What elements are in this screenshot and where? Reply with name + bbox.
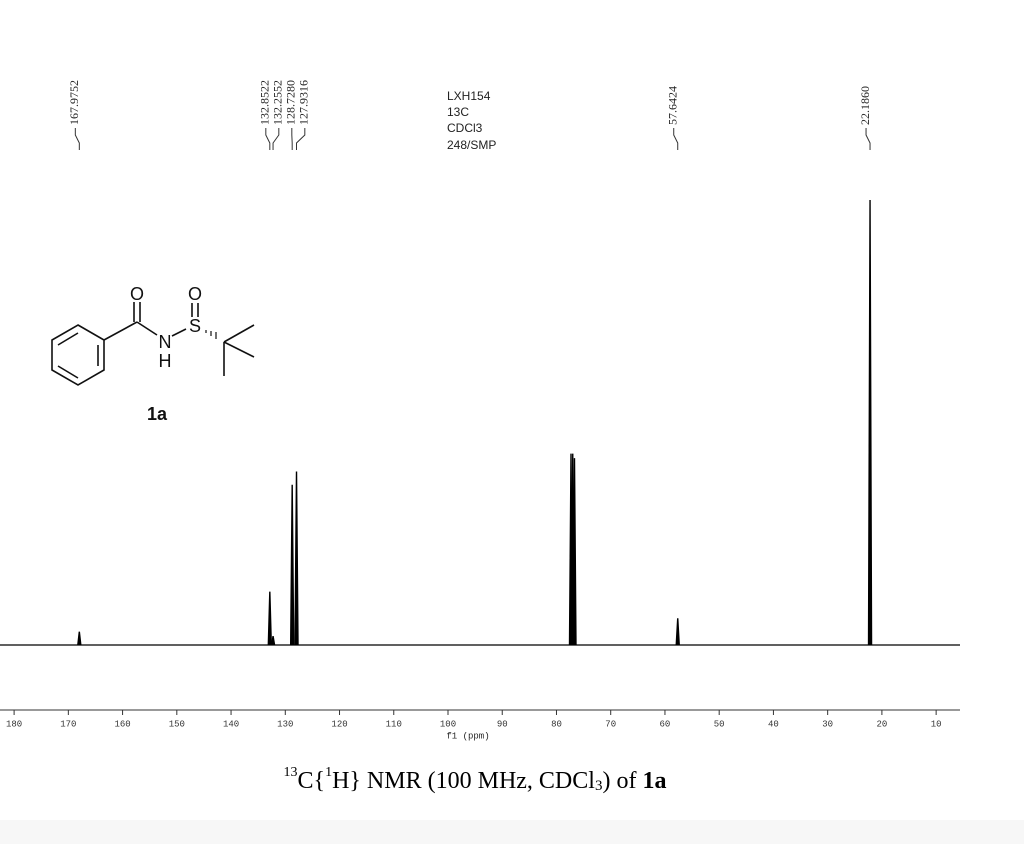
- x-tick-label: 180: [6, 719, 22, 729]
- peak-label: 132.2552: [271, 80, 285, 125]
- annotation: LXH154: [447, 89, 491, 103]
- bond: [171, 328, 187, 337]
- benzene-ring: [51, 324, 105, 386]
- caption: 13C{1H} NMR (100 MHz, CDCl3) of 1a: [284, 765, 667, 794]
- x-tick-label: 50: [714, 719, 725, 729]
- x-tick-label: 110: [386, 719, 402, 729]
- atom-label: O: [188, 284, 202, 304]
- x-tick-label: 130: [277, 719, 293, 729]
- bond: [136, 321, 158, 336]
- peak: [270, 635, 276, 646]
- annotations: LXH154 13C CDCl3 248/SMP: [447, 89, 496, 152]
- peak: [267, 591, 273, 646]
- annotation: CDCl3: [447, 121, 483, 135]
- bond: [103, 321, 138, 341]
- caption-part: C{: [298, 768, 326, 794]
- caption-part: 3: [595, 778, 603, 794]
- x-axis-label: f1 (ppm): [446, 731, 489, 741]
- x-tick-label: 70: [605, 719, 616, 729]
- x-tick-label: 40: [768, 719, 779, 729]
- x-tick-label: 80: [551, 719, 562, 729]
- peak-label: 127.9316: [297, 80, 311, 125]
- x-tick-label: 10: [931, 719, 942, 729]
- x-tick-label: 120: [331, 719, 347, 729]
- atom-labels: O O S N H 1a: [130, 284, 202, 424]
- peak: [77, 631, 82, 646]
- bond: [223, 324, 255, 343]
- peak: [572, 458, 577, 646]
- atom-label: O: [130, 284, 144, 304]
- x-tick-label: 170: [60, 719, 76, 729]
- bond: [57, 332, 79, 346]
- peak: [675, 618, 680, 646]
- peak-label: 128.7280: [284, 80, 298, 125]
- x-tick-label: 90: [497, 719, 508, 729]
- peak: [289, 484, 295, 646]
- atom-label: S: [189, 316, 201, 336]
- compound-label: 1a: [147, 404, 168, 424]
- peak: [867, 199, 873, 646]
- bond: [223, 341, 255, 358]
- caption-part: ) of: [602, 768, 642, 794]
- bond: [57, 365, 79, 379]
- peak-label: 132.8522: [258, 80, 272, 125]
- atom-label: N: [159, 332, 172, 352]
- molecule: [51, 302, 255, 386]
- caption-part: H} NMR (100 MHz, CDCl: [332, 768, 595, 794]
- atom-label: H: [159, 351, 172, 371]
- x-tick-label: 150: [169, 719, 185, 729]
- peak-label: 22.1860: [858, 86, 872, 125]
- x-tick-label: 140: [223, 719, 239, 729]
- annotation: 13C: [447, 105, 469, 119]
- x-tick-label: 160: [114, 719, 130, 729]
- x-tick-label: 20: [876, 719, 887, 729]
- caption-part: 1a: [642, 768, 666, 794]
- label-connector: [673, 128, 679, 150]
- label-connector: [265, 128, 271, 150]
- label-connector: [74, 128, 80, 150]
- annotation: 248/SMP: [447, 138, 496, 152]
- x-tick-label: 30: [822, 719, 833, 729]
- footer-strip: [0, 820, 1024, 844]
- peak-label: 57.6424: [665, 86, 679, 125]
- x-tick-label: 60: [660, 719, 671, 729]
- label-connector: [296, 128, 306, 150]
- x-tick-label: 100: [440, 719, 456, 729]
- peak-label: 167.9752: [67, 80, 81, 125]
- peak: [294, 471, 299, 646]
- label-connector: [865, 128, 871, 150]
- hash-bond: [205, 330, 217, 339]
- label-connector: [272, 128, 280, 150]
- caption-part: 1: [325, 765, 332, 780]
- caption-part: 13: [284, 765, 298, 780]
